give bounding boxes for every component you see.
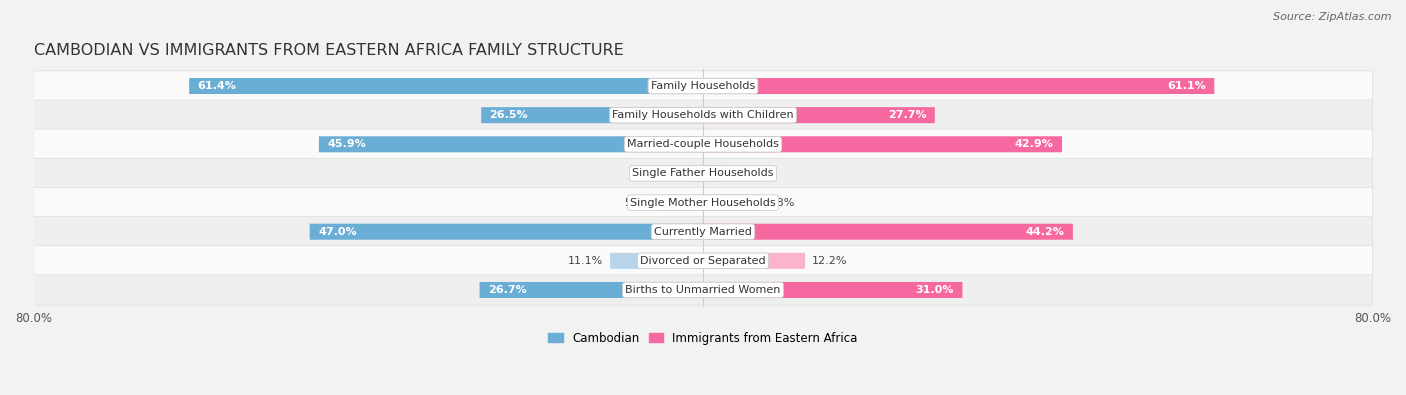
- FancyBboxPatch shape: [703, 136, 1062, 152]
- Text: 61.4%: 61.4%: [197, 81, 236, 91]
- FancyBboxPatch shape: [703, 224, 1073, 240]
- Text: CAMBODIAN VS IMMIGRANTS FROM EASTERN AFRICA FAMILY STRUCTURE: CAMBODIAN VS IMMIGRANTS FROM EASTERN AFR…: [34, 43, 623, 58]
- Text: Divorced or Separated: Divorced or Separated: [640, 256, 766, 266]
- FancyBboxPatch shape: [703, 78, 1215, 94]
- Text: 44.2%: 44.2%: [1025, 227, 1064, 237]
- Text: 12.2%: 12.2%: [811, 256, 848, 266]
- Text: Source: ZipAtlas.com: Source: ZipAtlas.com: [1274, 12, 1392, 22]
- FancyBboxPatch shape: [481, 107, 703, 123]
- Text: 2.4%: 2.4%: [730, 168, 758, 179]
- Text: 27.7%: 27.7%: [887, 110, 927, 120]
- Text: 5.3%: 5.3%: [624, 198, 652, 207]
- FancyBboxPatch shape: [34, 100, 1372, 130]
- FancyBboxPatch shape: [703, 282, 963, 298]
- FancyBboxPatch shape: [319, 136, 703, 152]
- FancyBboxPatch shape: [34, 275, 1372, 305]
- Text: 11.1%: 11.1%: [568, 256, 603, 266]
- FancyBboxPatch shape: [703, 195, 759, 211]
- Text: 31.0%: 31.0%: [915, 285, 955, 295]
- FancyBboxPatch shape: [703, 166, 723, 181]
- Text: Family Households with Children: Family Households with Children: [612, 110, 794, 120]
- Text: 45.9%: 45.9%: [328, 139, 366, 149]
- Text: 2.0%: 2.0%: [651, 168, 679, 179]
- FancyBboxPatch shape: [34, 71, 1372, 101]
- FancyBboxPatch shape: [610, 253, 703, 269]
- Text: 47.0%: 47.0%: [318, 227, 357, 237]
- FancyBboxPatch shape: [703, 253, 806, 269]
- FancyBboxPatch shape: [34, 129, 1372, 160]
- FancyBboxPatch shape: [34, 246, 1372, 276]
- Legend: Cambodian, Immigrants from Eastern Africa: Cambodian, Immigrants from Eastern Afric…: [548, 331, 858, 344]
- Text: Single Father Households: Single Father Households: [633, 168, 773, 179]
- Text: Single Mother Households: Single Mother Households: [630, 198, 776, 207]
- FancyBboxPatch shape: [703, 107, 935, 123]
- FancyBboxPatch shape: [658, 195, 703, 211]
- Text: Births to Unmarried Women: Births to Unmarried Women: [626, 285, 780, 295]
- Text: 42.9%: 42.9%: [1015, 139, 1053, 149]
- FancyBboxPatch shape: [34, 187, 1372, 218]
- Text: 6.8%: 6.8%: [766, 198, 794, 207]
- FancyBboxPatch shape: [479, 282, 703, 298]
- FancyBboxPatch shape: [34, 158, 1372, 188]
- FancyBboxPatch shape: [309, 224, 703, 240]
- FancyBboxPatch shape: [190, 78, 703, 94]
- FancyBboxPatch shape: [34, 216, 1372, 247]
- Text: Family Households: Family Households: [651, 81, 755, 91]
- Text: 26.7%: 26.7%: [488, 285, 527, 295]
- Text: 61.1%: 61.1%: [1167, 81, 1206, 91]
- FancyBboxPatch shape: [686, 166, 703, 181]
- Text: Currently Married: Currently Married: [654, 227, 752, 237]
- Text: Married-couple Households: Married-couple Households: [627, 139, 779, 149]
- Text: 26.5%: 26.5%: [489, 110, 529, 120]
